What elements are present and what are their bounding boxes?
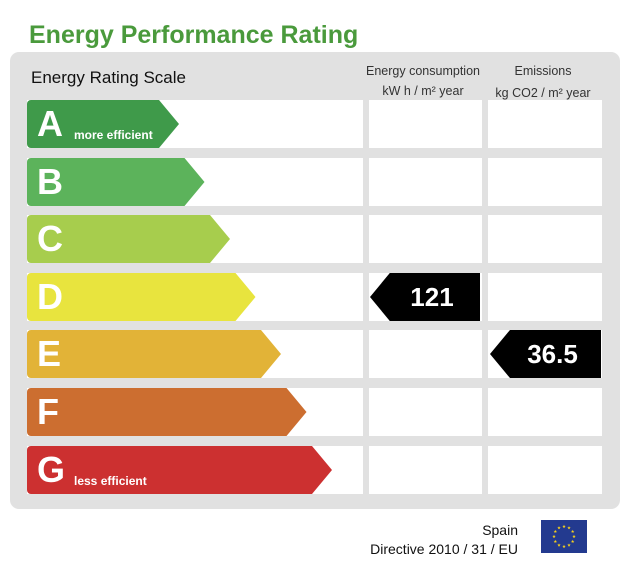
emissions-cell-b [488,158,602,206]
consumption-header-title: Energy consumption [366,64,480,78]
consumption-cell-b [369,158,482,206]
flag-star [553,539,558,543]
consumption-cell-e [369,330,482,378]
emissions-cell-c [488,215,602,263]
flag-star [572,534,576,538]
scale-label: Energy Rating Scale [31,68,186,87]
band-letter: D [37,276,63,317]
consumption-rating-marker: 121 [370,273,480,321]
page-title: Energy Performance Rating [29,21,359,49]
band-arrow-d: D [27,273,256,321]
flag-star [557,526,561,530]
emissions-cell-f [488,388,602,436]
band-note: less efficient [74,474,147,488]
band-arrow-b: B [27,158,205,206]
emissions-cell-d [488,273,602,321]
band-letter: C [37,218,63,259]
emissions-header-unit: kg CO2 / m² year [495,86,591,100]
consumption-cell-f [369,388,482,436]
flag-star [570,529,575,533]
band-letter: A [37,103,63,144]
emissions-header-title: Emissions [514,64,572,78]
band-letter: F [37,391,59,432]
band-arrow-e: E [27,330,281,378]
emissions-rating-marker: 36.5 [490,330,601,378]
band-arrow-f: F [27,388,307,436]
flag-star [562,544,566,548]
consumption-cell-g [369,446,482,494]
band-letter: E [37,333,62,374]
consumption-header-unit: kW h / m² year [382,84,464,98]
flag-star [567,543,571,547]
consumption-header: Energy consumption kW h / m² year [364,61,482,101]
flag-star [552,534,556,538]
band-letter: G [37,449,66,490]
emissions-header: Emissions kg CO2 / m² year [484,61,602,103]
band-arrow-c: C [27,215,230,263]
footer-country: Spain [482,522,518,538]
band-note: more efficient [74,128,153,142]
flag-star [567,526,571,530]
band-letter: B [37,161,63,202]
footer-directive: Directive 2010 / 31 / EU [370,541,518,557]
consumption-cell-c [369,215,482,263]
consumption-cell-a [369,100,482,148]
flag-star [562,524,566,528]
eu-flag-icon [541,520,587,553]
emissions-cell-g [488,446,602,494]
flag-star [570,539,575,543]
flag-star [553,529,558,533]
emissions-cell-a [488,100,602,148]
flag-star [557,543,561,547]
